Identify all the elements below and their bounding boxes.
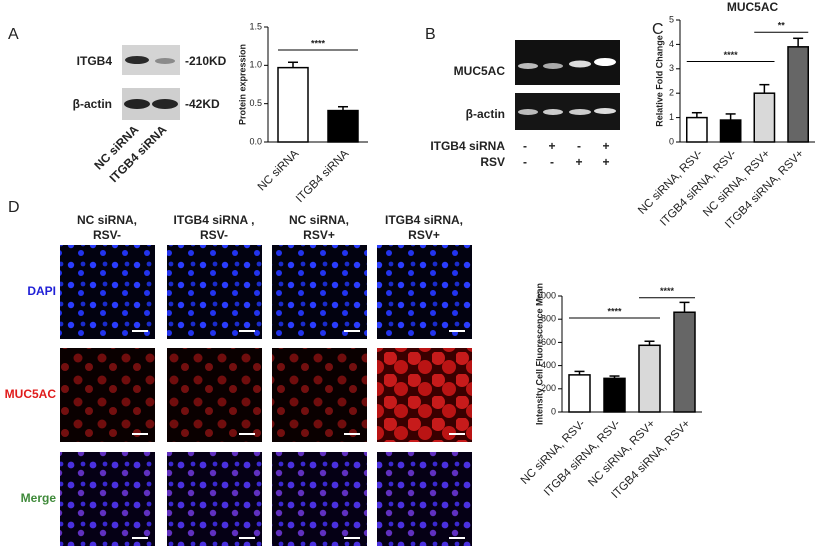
condition-sign: - (523, 139, 527, 153)
micrograph (167, 452, 262, 546)
condition-sign: + (575, 155, 582, 169)
micrograph (377, 348, 472, 442)
micrograph (377, 245, 472, 339)
condition-sign: + (602, 155, 609, 169)
y-tick-label: 1 (669, 112, 674, 122)
bar (686, 116, 708, 143)
y-tick-label: 5 (669, 14, 674, 24)
significance-label: **** (660, 286, 675, 296)
y-tick-label: 3 (669, 63, 674, 73)
blot-a (122, 45, 180, 120)
row-label: DAPI (27, 284, 56, 298)
micrograph (167, 348, 262, 442)
column-header: RSV- (93, 228, 121, 242)
panel-label: D (8, 199, 20, 216)
bar (277, 66, 309, 143)
y-axis-label: Protein expression (237, 44, 247, 125)
y-axis-label: Intensity Cell Fluorescence Mean (534, 283, 544, 425)
panel-label: B (425, 26, 436, 43)
significance-label: **** (724, 50, 739, 60)
bar (638, 344, 661, 413)
bar (719, 119, 742, 143)
y-tick-label: 600 (541, 337, 556, 347)
column-header: RSV+ (408, 228, 440, 242)
significance-label: ** (778, 21, 786, 31)
condition-label: RSV (480, 155, 505, 169)
bar (787, 46, 809, 143)
band-label: β-actin (466, 107, 505, 121)
y-tick-label: 800 (541, 314, 556, 324)
y-tick-label: 0 (669, 136, 674, 146)
micrograph (60, 452, 155, 546)
bar (327, 109, 359, 143)
bar (753, 92, 776, 143)
x-tick-label: ITGB4 siRNA (294, 148, 352, 206)
x-tick-label: NC siRNA, RSV- (519, 418, 588, 487)
band-size: -42KD (185, 97, 220, 111)
y-tick-label: 4 (669, 39, 674, 49)
bar (568, 374, 591, 413)
gel-b (515, 40, 620, 130)
y-tick-label: 400 (541, 360, 556, 370)
micrograph (377, 452, 472, 546)
micrograph (272, 348, 367, 442)
condition-sign: - (577, 139, 581, 153)
x-tick-label: NC siRNA (256, 148, 302, 194)
panel-label: A (8, 26, 19, 43)
microscopy-grid (60, 245, 472, 546)
micrograph (167, 245, 262, 339)
y-axis-label: Relative Fold Change (654, 35, 664, 127)
significance-label: **** (311, 38, 326, 48)
chart-title: MUC5AC (727, 0, 779, 14)
column-header: ITGB4 siRNA , (174, 213, 255, 227)
x-tick-label: NC siRNA, RSV+ (586, 418, 658, 490)
condition-sign: - (523, 155, 527, 169)
condition-label: ITGB4 siRNA (430, 139, 505, 153)
band-label: MUC5AC (454, 64, 506, 78)
bar (673, 311, 696, 413)
significance-label: **** (607, 306, 622, 316)
y-tick-label: 1.0 (249, 60, 262, 70)
y-tick-label: 0 (551, 406, 556, 416)
micrograph (272, 452, 367, 546)
y-tick-label: 1.5 (249, 21, 262, 31)
bar (603, 377, 626, 413)
micrograph (60, 348, 155, 442)
band-size: -210KD (185, 54, 227, 68)
micrograph (60, 245, 155, 339)
y-tick-label: 2 (669, 88, 674, 98)
condition-sign: + (548, 139, 555, 153)
y-tick-label: 1000 (536, 290, 556, 300)
band-label: ITGB4 (77, 54, 113, 68)
row-label: MUC5AC (5, 387, 57, 401)
column-header: NC siRNA, (77, 213, 137, 227)
panel-label: C (652, 21, 664, 38)
column-header: NC siRNA, (289, 213, 349, 227)
y-tick-label: 0.0 (249, 136, 262, 146)
row-label: Merge (21, 491, 57, 505)
column-header: ITGB4 siRNA, (385, 213, 463, 227)
y-tick-label: 0.5 (249, 98, 262, 108)
condition-sign: - (550, 155, 554, 169)
y-tick-label: 200 (541, 383, 556, 393)
band-label: β-actin (73, 97, 112, 111)
column-header: RSV- (200, 228, 228, 242)
micrograph (272, 245, 367, 339)
condition-sign: + (602, 139, 609, 153)
column-header: RSV+ (303, 228, 335, 242)
